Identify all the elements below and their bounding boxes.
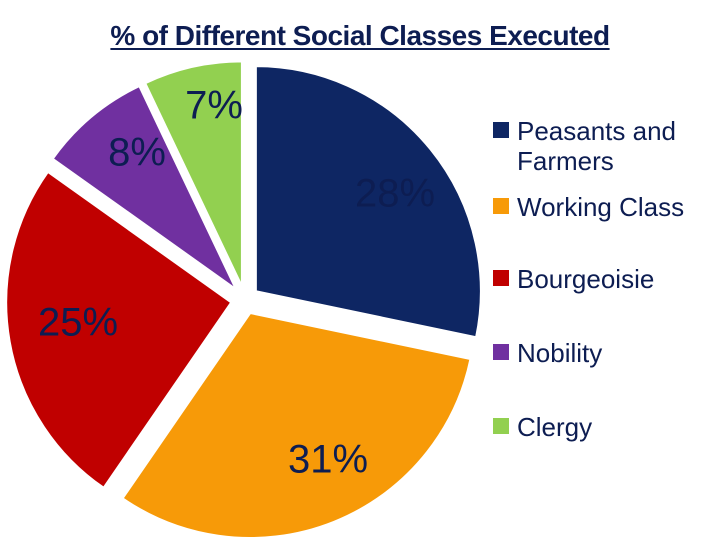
legend-swatch [493,122,509,138]
legend-label: Working Class [517,192,685,222]
chart-title: % of Different Social Classes Executed [110,20,610,51]
legend-swatch [493,270,509,286]
slice-label: 8% [108,131,166,175]
pie-slices [5,60,482,539]
slice-label: 31% [288,438,368,482]
legend-label: Nobility [517,338,603,368]
legend-item-peasants: Peasants and Farmers [493,116,718,176]
slice-nobility [51,84,239,293]
legend-item-clergy: Clergy [493,412,718,442]
legend-label: Bourgeoisie [517,264,655,294]
slice-label: 7% [185,84,243,128]
pie-labels: 28% 31% 25% 8% 7% [38,84,435,482]
legend-item-nobility: Nobility [493,338,718,368]
slice-peasants [254,65,482,339]
legend-swatch [493,198,509,214]
legend-swatch [493,344,509,360]
slice-clergy [143,60,243,287]
slice-label: 28% [355,172,435,216]
slice-label: 25% [38,301,118,345]
legend-label: Clergy [517,412,593,442]
legend-swatch [493,418,509,434]
slice-bourgeoisie [5,170,233,490]
legend-item-working-class: Working Class [493,192,718,222]
slice-working-class [121,311,472,539]
legend-item-bourgeoisie: Bourgeoisie [493,264,718,294]
legend-label: Peasants and Farmers [517,116,677,176]
